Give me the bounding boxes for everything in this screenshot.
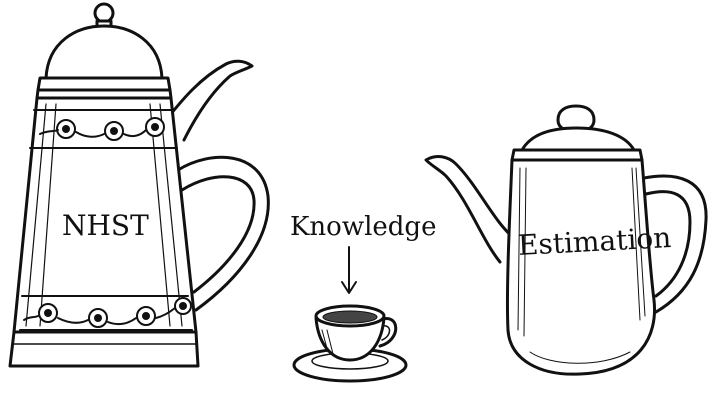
estimation-label: Estimation [517,220,672,262]
teacup-illustration [292,304,408,383]
nhst-coffee-pot-illustration [8,2,270,368]
nhst-label: NHST [62,209,149,242]
knowledge-label: Knowledge [290,212,437,242]
down-arrow-icon [341,246,357,294]
estimation-coffee-pot-illustration [424,104,708,376]
